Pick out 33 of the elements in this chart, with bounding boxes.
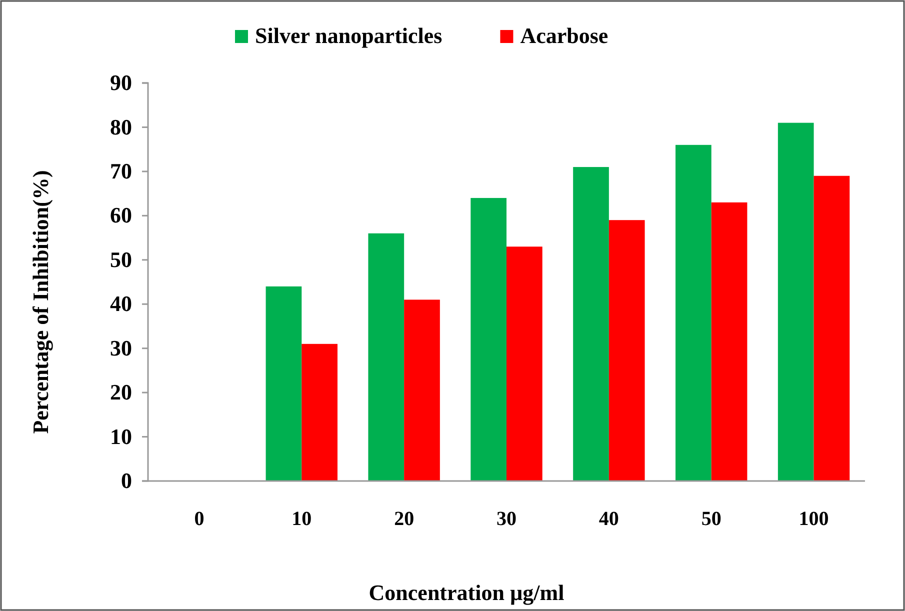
x-tick-label: 40 — [598, 508, 619, 530]
y-tick-label: 60 — [110, 202, 132, 228]
y-tick-label: 90 — [110, 70, 132, 96]
y-tick-label: 0 — [121, 468, 132, 494]
x-tick-label: 10 — [292, 508, 312, 530]
bar — [470, 198, 506, 481]
y-tick-label: 20 — [110, 380, 132, 405]
y-tick-label: 30 — [110, 335, 132, 360]
x-tick-label: 50 — [701, 508, 722, 530]
bar — [711, 202, 748, 481]
legend-label: Silver nanoparticles — [255, 23, 443, 48]
bar — [368, 233, 404, 481]
x-tick-label: 100 — [798, 508, 829, 530]
legend-label: Acarbose — [520, 23, 608, 48]
y-tick-label: 70 — [110, 158, 132, 184]
bar — [266, 286, 302, 481]
y-tick-label: 50 — [110, 246, 132, 272]
y-tick-label: 10 — [110, 424, 132, 449]
bar — [573, 167, 609, 481]
bar — [778, 122, 814, 481]
x-tick-label: 20 — [394, 508, 414, 530]
bar — [608, 220, 645, 481]
x-tick-label: 30 — [496, 508, 516, 530]
bar — [404, 300, 440, 481]
y-tick-label: 40 — [110, 291, 132, 316]
bar — [302, 344, 338, 481]
x-axis-title: Concentration µg/ml — [368, 580, 564, 605]
x-tick-label: 0 — [194, 508, 204, 530]
y-axis-title: Percentage of Inhibition(%) — [28, 170, 53, 434]
bar — [814, 176, 850, 481]
bar — [676, 144, 712, 481]
y-tick-label: 80 — [110, 114, 132, 140]
bar — [506, 246, 542, 481]
